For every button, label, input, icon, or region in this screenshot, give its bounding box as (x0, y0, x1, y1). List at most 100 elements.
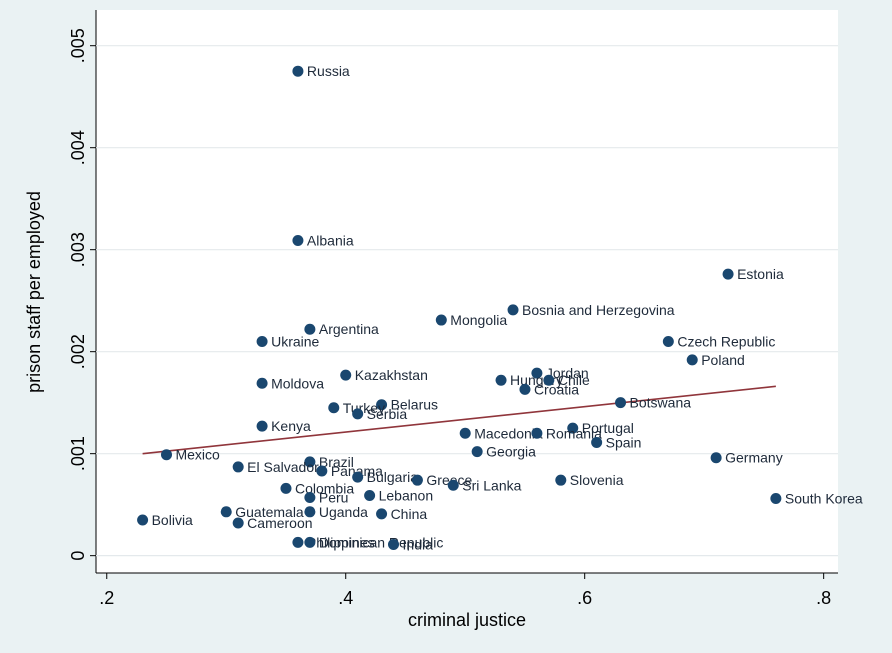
y-tick-label: .003 (68, 232, 88, 267)
point (364, 489, 376, 501)
point (662, 335, 674, 347)
point-label: Mexico (175, 447, 220, 463)
point (304, 492, 316, 504)
point (471, 446, 483, 458)
point-label: Brazil (319, 454, 354, 470)
x-tick-label: .6 (577, 588, 592, 608)
point (519, 383, 531, 395)
point (220, 506, 232, 518)
plot-area (96, 10, 838, 573)
point-label: China (391, 506, 428, 522)
point-label: Belarus (391, 397, 438, 413)
point-label: Bulgaria (367, 469, 419, 485)
x-axis-title: criminal justice (408, 610, 526, 630)
point (591, 436, 603, 448)
point (376, 508, 388, 520)
point (232, 461, 244, 473)
point (376, 399, 388, 411)
point-label: Russia (307, 63, 350, 79)
point-label: Kenya (271, 418, 311, 434)
point-label: Argentina (319, 321, 379, 337)
point-label: India (403, 536, 434, 552)
point (160, 449, 172, 461)
point-label: Estonia (737, 266, 784, 282)
point-label: Jordan (546, 365, 589, 381)
point (507, 304, 519, 316)
point (304, 456, 316, 468)
point (495, 374, 507, 386)
point (256, 377, 268, 389)
point-label: Georgia (486, 444, 536, 460)
point-label: Mongolia (450, 312, 507, 328)
point-label: Kazakhstan (355, 367, 428, 383)
point-label: Portugal (582, 420, 634, 436)
point (292, 235, 304, 247)
point (328, 402, 340, 414)
y-tick-label: .002 (68, 334, 88, 369)
point (316, 465, 328, 477)
point-label: Bolivia (152, 512, 193, 528)
point-label: Romania (546, 425, 602, 441)
point-label: Greece (426, 472, 472, 488)
point (435, 314, 447, 326)
point-label: Bosnia and Herzegovina (522, 302, 675, 318)
point-label: Spain (606, 434, 642, 450)
point (770, 493, 782, 505)
point (543, 374, 555, 386)
point (304, 323, 316, 335)
point-label: El Salvador (247, 459, 319, 475)
point-label: Philippines (307, 534, 375, 550)
y-tick-label: .004 (68, 130, 88, 165)
point (567, 422, 579, 434)
point-label: South Korea (785, 491, 863, 507)
point-label: Sri Lanka (462, 477, 521, 493)
point (232, 517, 244, 529)
point-label: Ukraine (271, 333, 319, 349)
fit-line (142, 385, 776, 455)
point (411, 474, 423, 486)
point-label: Peru (319, 490, 349, 506)
point (447, 479, 459, 491)
point-label: Slovenia (570, 472, 624, 488)
point (388, 538, 400, 550)
point-label: Guatemala (235, 504, 304, 520)
point-label: Serbia (367, 406, 408, 422)
point (304, 536, 316, 548)
point (722, 268, 734, 280)
point (292, 65, 304, 77)
point (459, 427, 471, 439)
point-label: Croatia (534, 381, 579, 397)
x-tick-label: .4 (338, 588, 353, 608)
point-label: Poland (701, 352, 745, 368)
point-label: Lebanon (379, 487, 434, 503)
point (686, 354, 698, 366)
y-tick-label: .001 (68, 436, 88, 471)
point-label: Uganda (319, 504, 368, 520)
x-tick-label: .8 (816, 588, 831, 608)
point (340, 369, 352, 381)
point (256, 335, 268, 347)
point-label: Botswana (630, 395, 692, 411)
point-label: Moldova (271, 375, 324, 391)
point (292, 536, 304, 548)
point (256, 420, 268, 432)
point-label: Cameroon (247, 515, 312, 531)
point (280, 482, 292, 494)
point (531, 367, 543, 379)
point-label: Panama (331, 463, 383, 479)
point (137, 514, 149, 526)
point-label: Germany (725, 450, 783, 466)
point (352, 471, 364, 483)
point (304, 506, 316, 518)
point (710, 452, 722, 464)
point-label: Dominican Republic (319, 534, 444, 550)
point-label: Czech Republic (677, 333, 775, 349)
y-axis-title: prison staff per employed (24, 191, 44, 393)
y-tick-label: 0 (68, 551, 88, 561)
point (352, 408, 364, 420)
x-tick-label: .2 (99, 588, 114, 608)
point (615, 397, 627, 409)
point (531, 427, 543, 439)
y-tick-label: .005 (68, 28, 88, 63)
